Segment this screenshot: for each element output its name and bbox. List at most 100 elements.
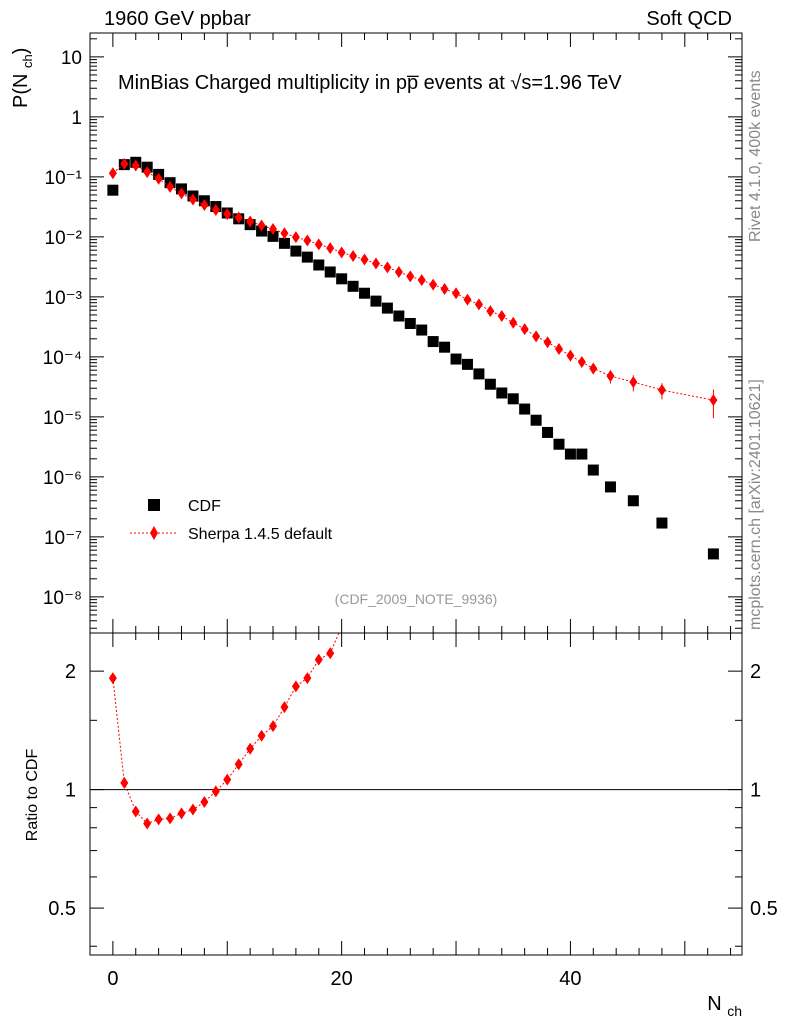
sherpa-point: [326, 242, 335, 255]
ratio-point: [314, 653, 323, 666]
sherpa-point: [177, 187, 186, 200]
ratio-point: [177, 807, 186, 820]
cdf-point: [267, 230, 279, 242]
ratio-point: [326, 647, 335, 660]
cdf-point: [359, 287, 371, 299]
ratio-point: [303, 672, 312, 685]
legend-sherpa-label: Sherpa 1.4.5 default: [188, 526, 333, 543]
ratio-ytick-label-right: 0.5: [750, 898, 778, 920]
main-ytick-label: 10⁻⁴: [43, 348, 82, 369]
sherpa-point: [223, 208, 232, 221]
main-ytick-label: 10⁻²: [45, 228, 83, 249]
ratio-frame: [89, 632, 743, 956]
ratio-point: [211, 785, 220, 798]
ratio-point: [223, 773, 232, 786]
main-ylabel-subscript: ch: [20, 54, 35, 68]
sherpa-point: [440, 283, 449, 296]
ratio-point: [257, 729, 266, 742]
cdf-point: [278, 237, 290, 249]
ratio-point: [166, 812, 175, 825]
sherpa-point: [486, 305, 495, 318]
energy-label: 1960 GeV ppbar: [104, 8, 251, 30]
sherpa-point: [371, 257, 380, 270]
cdf-point: [507, 393, 519, 405]
cdf-point: [393, 310, 405, 322]
sherpa-point: [543, 336, 552, 349]
sherpa-point: [509, 316, 518, 329]
cdf-point: [370, 295, 382, 307]
xtick-label: 20: [331, 968, 353, 990]
ratio-point: [280, 701, 289, 714]
sherpa-point: [360, 253, 369, 266]
main-ytick-label: 10⁻⁶: [43, 468, 82, 489]
legend: CDF Sherpa 1.4.5 default: [130, 498, 333, 543]
sherpa-point: [463, 293, 472, 306]
cdf-point: [542, 426, 554, 438]
sherpa-point: [154, 172, 163, 185]
sherpa-point: [166, 180, 175, 193]
sherpa-point: [554, 343, 563, 356]
cdf-point: [416, 324, 428, 336]
main-frame: [89, 32, 743, 634]
cdf-point: [530, 414, 542, 426]
analysis-tag: (CDF_2009_NOTE_9936): [335, 591, 498, 607]
cdf-point: [519, 403, 531, 415]
cdf-point: [324, 266, 336, 278]
ratio-point: [188, 803, 197, 816]
ratio-ytick-label-right: 1: [750, 780, 761, 802]
sherpa-point: [520, 323, 529, 336]
cdf-point: [553, 438, 565, 450]
ratio-point: [143, 817, 152, 830]
sherpa-point: [429, 278, 438, 291]
ratio-series-group: [108, 633, 340, 830]
cdf-point: [450, 353, 462, 365]
main-ytick-label: 10⁻¹: [45, 168, 83, 189]
cdf-point: [381, 302, 393, 314]
sherpa-point: [280, 227, 289, 240]
sherpa-point: [211, 204, 220, 217]
sherpa-point: [383, 261, 392, 274]
legend-sherpa-marker: [150, 526, 158, 540]
cdf-point: [347, 280, 359, 292]
ratio-panel-axes: 0 20 40 0.5 0.5 1 1 2 2: [48, 632, 778, 990]
sherpa-point: [131, 159, 140, 172]
sherpa-point: [143, 166, 152, 179]
sherpa-point: [337, 246, 346, 259]
cdf-point: [576, 448, 588, 460]
main-ytick-label: 10⁻⁸: [43, 588, 82, 609]
ratio-ylabel: Ratio to CDF: [24, 749, 41, 842]
sherpa-point: [709, 394, 718, 407]
sherpa-point: [314, 238, 323, 251]
main-title: MinBias Charged multiplicity in pp̅ even…: [118, 72, 622, 94]
ratio-point: [120, 776, 129, 789]
sherpa-point: [246, 215, 255, 228]
cdf-point: [439, 341, 451, 353]
cdf-point: [496, 387, 508, 399]
cdf-point: [656, 517, 668, 529]
sherpa-point: [406, 270, 415, 283]
cdf-point: [290, 245, 302, 257]
legend-cdf-label: CDF: [188, 498, 221, 515]
sherpa-point: [303, 234, 312, 247]
cdf-point: [427, 336, 439, 348]
cdf-point: [484, 378, 496, 390]
ratio-point: [291, 680, 300, 693]
ratio-point: [131, 805, 140, 818]
sherpa-line: [112, 163, 714, 401]
sherpa-point: [188, 193, 197, 206]
ratio-ytick-label-right: 2: [750, 661, 761, 683]
sherpa-point: [452, 287, 461, 300]
ratio-line: [112, 633, 340, 825]
cdf-point: [604, 481, 616, 493]
xlabel-text: N: [707, 993, 721, 1015]
chart-marks: [107, 156, 719, 830]
sherpa-point: [108, 167, 117, 180]
main-ylabel: P(N ch): [10, 48, 35, 108]
sherpa-point: [417, 274, 426, 287]
sherpa-point: [657, 384, 666, 397]
sherpa-point: [589, 362, 598, 375]
sherpa-point: [629, 376, 638, 389]
main-ytick-label: 10: [61, 48, 82, 69]
sherpa-point: [200, 198, 209, 211]
cdf-point: [564, 448, 576, 460]
